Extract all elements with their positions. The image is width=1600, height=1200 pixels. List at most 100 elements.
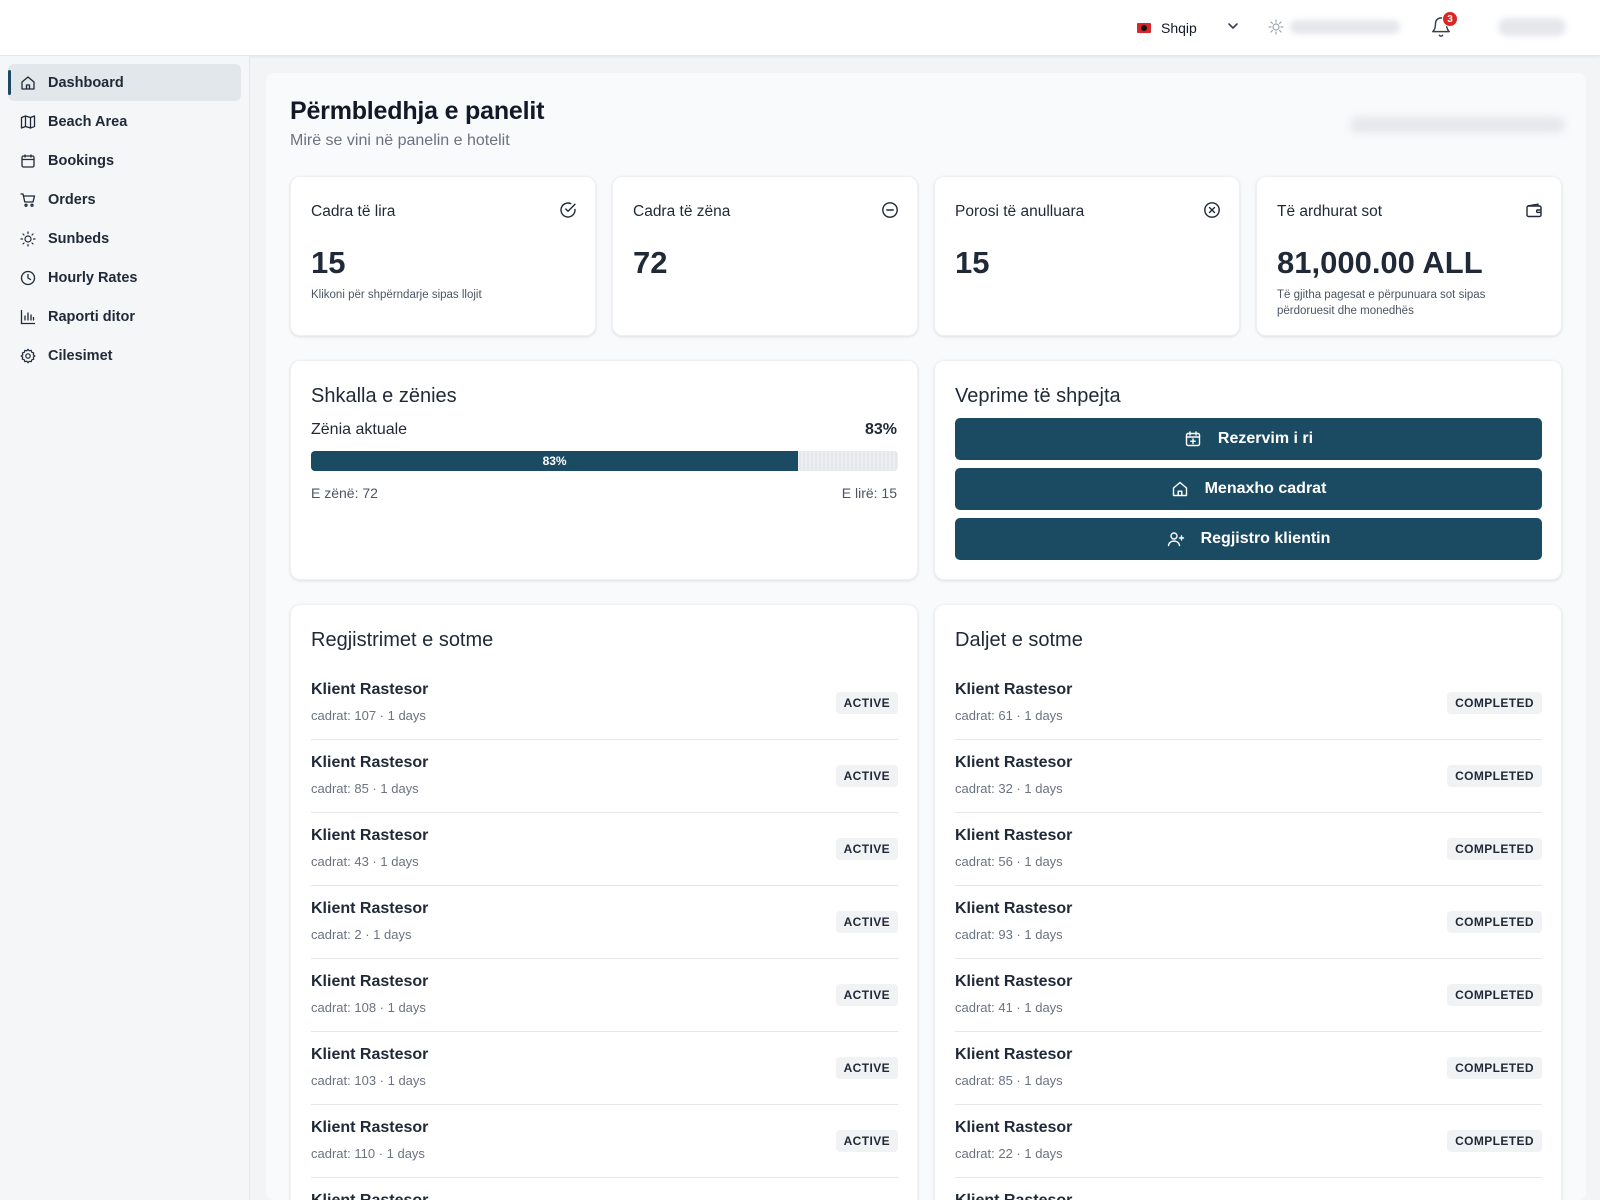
gear-icon [20,348,36,363]
sidebar-item-label: Dashboard [48,74,124,91]
top-bar: Shqip 3 [0,0,1600,56]
stat-value: 15 [955,245,990,280]
row-details: cadrat: 85 · 1 days [955,1073,1063,1088]
client-name: Klient Rastesor [955,1046,1073,1063]
list-item[interactable]: Klient Rastesor cadrat: 22 · 1 days COMP… [955,1105,1542,1178]
status-badge: COMPLETED [1447,692,1542,714]
list-item[interactable]: Klient Rastesor cadrat: 32 · 1 days COMP… [955,740,1542,813]
new-booking-button[interactable]: Rezervim i ri [955,418,1542,460]
notification-count-badge: 3 [1442,11,1458,27]
language-label: Shqip [1161,20,1197,36]
sidebar-item-hourly-rates[interactable]: Hourly Rates [8,259,241,296]
stat-card-revenue-today: Të ardhurat sot 81,000.00 ALL Të gjitha … [1256,176,1562,336]
client-name: Klient Rastesor [955,1119,1073,1136]
list-item[interactable]: Klient Rastesor cadrat: 41 · 1 days COMP… [955,959,1542,1032]
status-badge: COMPLETED [1447,765,1542,787]
status-badge: ACTIVE [835,838,898,860]
client-name: Klient Rastesor [955,827,1073,844]
register-client-button[interactable]: Regjistro klientin [955,518,1542,560]
calendar-plus-icon [1185,431,1201,447]
client-name: Klient Rastesor [311,827,429,844]
row-details: cadrat: 56 · 1 days [955,854,1063,869]
checkins-title: Regjistrimet e sotme [311,629,494,651]
page-title: Përmbledhja e panelit [290,97,545,125]
client-name: Klient Rastesor [311,900,429,917]
redacted-user-info [1290,20,1400,34]
quick-actions-card: Veprime të shpejta Rezervim i ri Menaxho… [934,360,1562,580]
chevron-down-icon[interactable] [1225,18,1241,34]
client-name: Klient Rastesor [311,681,429,698]
list-item[interactable]: Klient Rastesor cadrat: 107 · 1 days ACT… [311,667,898,740]
row-details: cadrat: 108 · 1 days [311,1000,426,1015]
home-icon [1172,481,1187,497]
status-badge: ACTIVE [835,1130,898,1152]
sidebar-item-label: Beach Area [48,113,128,130]
client-name: Klient Rastesor [955,754,1073,771]
x-circle-icon [1204,202,1220,218]
client-name: Klient Rastesor [311,754,429,771]
page-subtitle: Mirë se vini në panelin e hotelit [290,132,510,149]
list-item[interactable]: Klient Rastesor [311,1178,898,1200]
checkouts-list: Klient Rastesor cadrat: 61 · 1 days COMP… [955,667,1542,1200]
redacted-avatar[interactable] [1498,18,1566,36]
sidebar-item-sunbeds[interactable]: Sunbeds [8,220,241,257]
list-item[interactable]: Klient Rastesor cadrat: 61 · 1 days COMP… [955,667,1542,740]
list-item[interactable]: Klient Rastesor cadrat: 85 · 1 days COMP… [955,1032,1542,1105]
sidebar-item-label: Bookings [48,152,115,169]
row-details: cadrat: 110 · 1 days [311,1146,425,1161]
list-item[interactable]: Klient Rastesor cadrat: 85 · 1 days ACTI… [311,740,898,813]
status-badge: ACTIVE [835,984,898,1006]
sidebar-item-label: Raporti ditor [48,308,135,325]
sidebar-item-bookings[interactable]: Bookings [8,142,241,179]
occupancy-percent: 83% [864,421,897,438]
client-name: Klient Rastesor [955,900,1073,917]
sun-icon [20,230,36,247]
row-details: cadrat: 103 · 1 days [311,1073,426,1088]
theme-toggle-sun-icon[interactable] [1268,19,1284,35]
list-item[interactable]: Klient Rastesor cadrat: 110 · 1 days ACT… [311,1105,898,1178]
list-item[interactable]: Klient Rastesor cadrat: 43 · 1 days ACTI… [311,813,898,886]
sidebar-item-label: Sunbeds [48,230,110,247]
stat-value: 15 [311,245,346,280]
free-count: E lirë: 15 [841,485,897,501]
language-selector[interactable]: Shqip [1137,16,1197,40]
row-details: cadrat: 107 · 1 days [311,708,426,723]
status-badge: COMPLETED [1447,1130,1542,1152]
occupancy-progress-fill: 83% [311,451,799,471]
sidebar: Dashboard Beach Area Bookings Orders Sun… [0,56,250,1200]
sidebar-item-cilesimet[interactable]: Cilesimet [8,337,241,374]
occupancy-title: Shkalla e zënies [311,385,457,407]
list-item[interactable]: Klient Rastesor cadrat: 93 · 1 days COMP… [955,886,1542,959]
status-badge: ACTIVE [835,1057,898,1079]
user-plus-icon [1167,532,1184,547]
quick-actions-title: Veprime të shpejta [955,385,1121,407]
occupancy-label: Zënia aktuale [311,421,408,438]
notification-bell-icon[interactable] [1430,16,1452,38]
client-name: Klient Rastesor [955,973,1073,990]
list-item[interactable]: Klient Rastesor [955,1178,1542,1200]
list-item[interactable]: Klient Rastesor cadrat: 56 · 1 days COMP… [955,813,1542,886]
bar-chart-icon [20,309,36,324]
list-item[interactable]: Klient Rastesor cadrat: 108 · 1 days ACT… [311,959,898,1032]
stat-card-free-umbrellas[interactable]: Cadra të lira 15 Klikoni për shpërndarje… [290,176,596,336]
stat-note: Klikoni për shpërndarje sipas llojit [311,289,482,301]
clock-icon [20,270,36,285]
minus-circle-icon [882,202,898,218]
sidebar-item-raporti-ditor[interactable]: Raporti ditor [8,298,241,335]
list-item[interactable]: Klient Rastesor cadrat: 103 · 1 days ACT… [311,1032,898,1105]
client-name: Klient Rastesor [955,681,1073,698]
map-icon [20,114,36,129]
sidebar-item-orders[interactable]: Orders [8,181,241,218]
occupancy-card: Shkalla e zënies Zënia aktuale 83% 83% E… [290,360,918,580]
sidebar-item-dashboard[interactable]: Dashboard [8,64,241,101]
sidebar-item-beach-area[interactable]: Beach Area [8,103,241,140]
client-name: Klient Rastesor [311,1192,428,1200]
button-label: Menaxho cadrat [1204,480,1327,497]
todays-checkouts-card: Daljet e sotme Klient Rastesor cadrat: 6… [934,604,1562,1200]
status-badge: ACTIVE [835,765,898,787]
manage-umbrellas-button[interactable]: Menaxho cadrat [955,468,1542,510]
client-name: Klient Rastesor [955,1192,1072,1200]
stat-note: Të gjitha pagesat e përpunuara sot sipas… [1277,289,1486,317]
stat-card-occupied-umbrellas: Cadra të zëna 72 [612,176,918,336]
list-item[interactable]: Klient Rastesor cadrat: 2 · 1 days ACTIV… [311,886,898,959]
